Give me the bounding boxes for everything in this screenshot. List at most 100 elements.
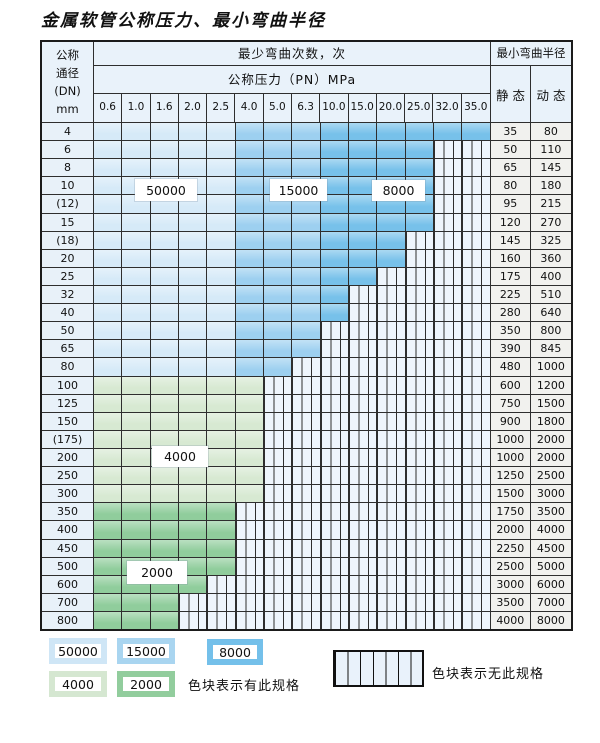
no-spec-cell — [405, 340, 435, 358]
no-spec-cell — [235, 503, 265, 521]
no-spec-cell — [462, 141, 491, 159]
pressure-cell — [235, 123, 265, 141]
dn-cell: 10 — [42, 177, 94, 195]
no-spec-cell — [462, 358, 491, 376]
pressure-cell — [94, 195, 123, 213]
no-spec-cell — [320, 448, 350, 467]
dn-cell: 100 — [42, 376, 94, 394]
pressure-cell — [235, 448, 265, 467]
dn-cell: 4 — [42, 123, 94, 141]
no-spec-cell — [377, 322, 406, 340]
pressure-cell — [235, 159, 265, 177]
pressure-cell — [349, 213, 378, 231]
table-row: 80 480 1000 — [42, 358, 571, 377]
no-spec-cell — [264, 521, 293, 539]
pressure-cell — [349, 159, 378, 177]
pressure-cell — [207, 249, 236, 267]
pressure-cell — [150, 485, 180, 503]
dn-cell: 20 — [42, 249, 94, 267]
no-spec-cell — [349, 467, 378, 485]
pressure-cell — [150, 394, 180, 412]
pressure-cell — [179, 521, 208, 539]
pressure-cell — [292, 285, 321, 304]
pressure-cell — [179, 213, 208, 231]
pressure-cell — [235, 322, 265, 340]
dn-header-line: (DN) — [54, 84, 81, 98]
pressure-cell — [235, 249, 265, 267]
table-row: 125 750 1500 — [42, 394, 571, 413]
table-row: 350 1750 3500 — [42, 503, 571, 522]
static-radius-value: 120 — [490, 213, 531, 231]
no-spec-cell — [434, 177, 463, 195]
no-spec-cell — [264, 448, 293, 467]
pressure-cell — [207, 322, 236, 340]
dn-cell: 150 — [42, 412, 94, 430]
no-spec-cell — [462, 213, 491, 231]
table-row: 800 4000 8000 — [42, 611, 571, 630]
pressure-cell — [150, 267, 180, 285]
pressure-cell — [122, 539, 151, 557]
dn-cell: 6 — [42, 141, 94, 159]
dynamic-radius-value: 8000 — [530, 611, 571, 630]
no-spec-cell — [462, 394, 491, 412]
pressure-cell — [377, 123, 406, 141]
no-spec-cell — [292, 557, 321, 575]
pressure-cell — [94, 575, 123, 593]
pressure-cell — [150, 249, 180, 267]
pressure-cell — [150, 123, 180, 141]
pressure-cell — [94, 394, 123, 412]
pressure-cell — [377, 141, 406, 159]
no-spec-cell — [349, 340, 378, 358]
pressure-cell — [207, 394, 236, 412]
dynamic-radius-value: 800 — [530, 322, 571, 340]
pressure-cell — [150, 611, 180, 630]
pressure-cell — [150, 340, 180, 358]
no-spec-cell — [349, 285, 378, 304]
no-spec-cell — [377, 430, 406, 448]
pressure-cell — [150, 430, 180, 448]
no-spec-cell — [405, 467, 435, 485]
pressure-cell — [264, 159, 293, 177]
pressure-col-header: 32.0 — [433, 94, 462, 122]
static-radius-value: 2000 — [490, 521, 531, 539]
pressure-col-header: 35.0 — [461, 94, 490, 122]
no-spec-cell — [434, 231, 463, 249]
legend-no-spec-label: 色块表示无此规格 — [432, 667, 545, 682]
table-row: (18) 145 325 — [42, 231, 571, 250]
no-spec-cell — [179, 593, 208, 611]
pressure-cell — [207, 195, 236, 213]
pressure-cell — [292, 141, 321, 159]
no-spec-cell — [349, 376, 378, 394]
dynamic-radius-value: 845 — [530, 340, 571, 358]
no-spec-cell — [405, 448, 435, 467]
pressure-cell — [179, 485, 208, 503]
dn-cell: 800 — [42, 611, 94, 630]
pressure-cell — [150, 467, 180, 485]
no-spec-cell — [349, 593, 378, 611]
pressure-cell — [122, 430, 151, 448]
pressure-values-row: 0.6 1.0 1.6 2.0 2.5 4.0 5.0 6.3 10.0 15.0 20.0 25.0… — [94, 94, 490, 122]
pressure-col-header: 6.3 — [291, 94, 321, 122]
no-spec-cell — [320, 539, 350, 557]
cycle-label-2000: 2000 — [127, 561, 187, 584]
pressure-cell — [94, 231, 123, 249]
pressure-cell — [349, 231, 378, 249]
dynamic-radius-value: 1500 — [530, 394, 571, 412]
pressure-cell — [150, 412, 180, 430]
table-row: 400 2000 4000 — [42, 521, 571, 540]
pressure-cell — [462, 123, 491, 141]
pressure-cell — [320, 141, 350, 159]
no-spec-cell — [462, 195, 491, 213]
pressure-cell — [122, 267, 151, 285]
no-spec-cell — [235, 539, 265, 557]
static-radius-value: 1000 — [490, 448, 531, 467]
pressure-cell — [264, 304, 293, 322]
no-spec-cell — [320, 376, 350, 394]
static-radius-value: 600 — [490, 376, 531, 394]
no-spec-cell — [405, 575, 435, 593]
pressure-cell — [179, 358, 208, 376]
no-spec-cell — [292, 376, 321, 394]
static-radius-value: 480 — [490, 358, 531, 376]
dn-cell: 125 — [42, 394, 94, 412]
pressure-cell — [122, 159, 151, 177]
